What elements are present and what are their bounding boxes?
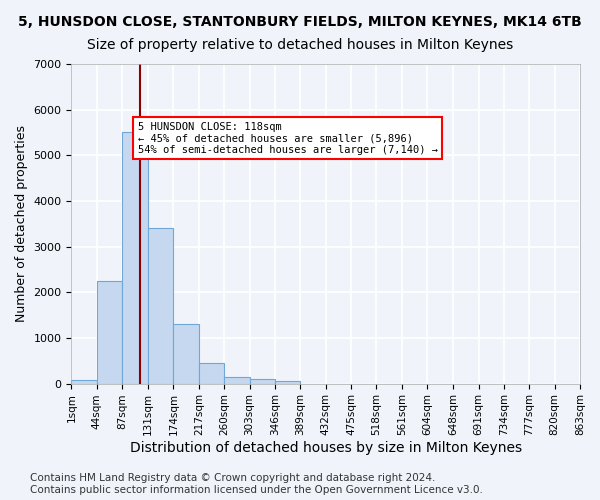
Bar [122,132,148,384]
Bar [199,363,224,384]
Bar [71,380,97,384]
X-axis label: Distribution of detached houses by size in Milton Keynes: Distribution of detached houses by size … [130,441,522,455]
Bar [250,379,275,384]
Bar [173,324,199,384]
Text: 5 HUNSDON CLOSE: 118sqm
← 45% of detached houses are smaller (5,896)
54% of semi: 5 HUNSDON CLOSE: 118sqm ← 45% of detache… [137,122,437,154]
Bar [148,228,173,384]
Bar [224,376,250,384]
Y-axis label: Number of detached properties: Number of detached properties [15,126,28,322]
Text: Contains HM Land Registry data © Crown copyright and database right 2024.
Contai: Contains HM Land Registry data © Crown c… [30,474,483,495]
Bar [97,281,122,384]
Text: 5, HUNSDON CLOSE, STANTONBURY FIELDS, MILTON KEYNES, MK14 6TB: 5, HUNSDON CLOSE, STANTONBURY FIELDS, MI… [18,15,582,29]
Text: Size of property relative to detached houses in Milton Keynes: Size of property relative to detached ho… [87,38,513,52]
Bar [275,382,301,384]
